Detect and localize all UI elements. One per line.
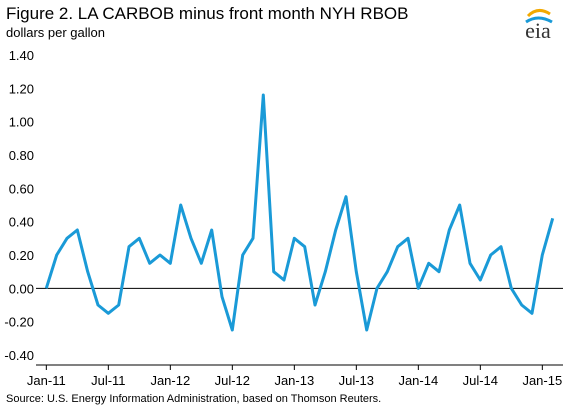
y-tick-label: 0.20 (9, 248, 34, 263)
source-note: Source: U.S. Energy Information Administ… (6, 393, 381, 405)
x-tick-label: Jul-11 (91, 373, 125, 388)
x-tick-label: Jul-13 (339, 373, 374, 388)
y-tick-label: 1.00 (9, 115, 34, 130)
y-tick-label: 1.20 (9, 81, 34, 96)
logo-arc (526, 9, 551, 18)
y-tick-label: 0.40 (9, 215, 34, 230)
chart-title: Figure 2. LA CARBOB minus front month NY… (6, 4, 408, 23)
logo-arc (525, 16, 553, 24)
y-tick-label: 0.80 (9, 148, 34, 163)
x-tick-label: Jan-13 (274, 373, 314, 388)
y-tick-label: 0.00 (9, 281, 34, 296)
y-tick-label: 1.40 (9, 48, 34, 63)
logo: eia (525, 18, 551, 43)
series-line (44, 93, 555, 332)
y-tick-label: 0.60 (9, 181, 34, 196)
x-tick-label: Jan-12 (150, 373, 190, 388)
chart-subtitle: dollars per gallon (6, 25, 105, 40)
y-tick-label: -0.20 (4, 315, 34, 330)
x-tick-label: Jan-14 (398, 373, 438, 388)
y-tick-label: -0.40 (4, 348, 34, 363)
x-tick-label: Jul-12 (215, 373, 250, 388)
x-tick-label: Jan-11 (27, 373, 66, 388)
x-tick-label: Jul-14 (463, 373, 498, 388)
x-tick-label: Jan-15 (522, 373, 562, 388)
